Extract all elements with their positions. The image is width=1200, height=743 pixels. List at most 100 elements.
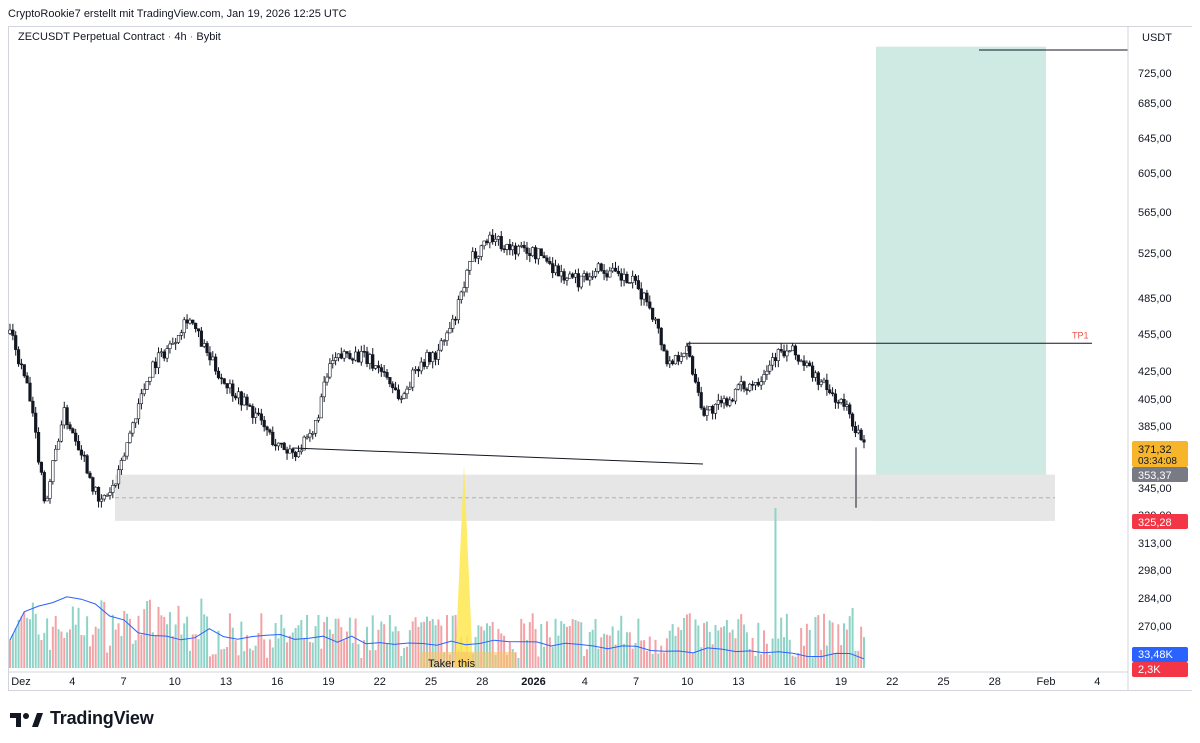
candle [716,393,720,410]
volume-bar [617,630,620,668]
volume-bar [388,615,391,668]
candle [288,444,292,454]
price-label-last: 371,32 [1138,444,1172,456]
candle-body [108,492,112,496]
candle-body [708,405,712,411]
candle [539,248,543,257]
candle-body [85,455,89,474]
candle [519,241,523,249]
candle-body [568,273,572,279]
volume-bar [134,640,137,668]
candle-body [408,386,412,390]
candle [219,373,223,385]
price-tick-label: 525,00 [1138,248,1172,260]
candle [402,391,406,400]
volume-bar [637,618,640,668]
candles [8,229,866,508]
candle-body [25,375,29,384]
volume-bar [166,624,169,668]
volume-bar [326,616,329,668]
volume-bar [420,622,423,668]
candle-body [291,448,295,453]
volume-bar [283,628,286,668]
candle-body [428,352,432,363]
volume-bar [120,635,123,668]
symbol-legend[interactable]: ZECUSDT Perpetual Contract · 4h · Bybit [16,31,223,43]
candle-body [331,360,335,365]
candle-body [613,267,618,272]
volume-bar [14,628,17,668]
volume-bar [217,630,220,668]
time-tick-label: 4 [1094,676,1100,688]
candle [613,261,618,272]
volume-bar [40,639,43,668]
volume-bar [86,616,89,668]
volume-bar [360,657,363,668]
candle-body [159,351,163,354]
candle-body [699,392,703,409]
volume-bar [214,654,217,668]
candle [836,399,840,409]
candle-body [796,354,800,362]
candle-body [696,381,700,393]
tradingview-brand[interactable]: TradingView [10,708,154,729]
candle-body [636,280,640,290]
candle [399,395,403,404]
volume-bar [654,639,657,668]
candle [393,381,398,391]
candle [176,335,181,344]
candle-body [191,319,195,324]
volume-bar [588,632,591,668]
candle [294,450,298,462]
price-axis-unit: USDT [1142,32,1172,44]
volume-bar [677,627,680,668]
candle-body [425,352,429,367]
volume-bar [191,634,194,668]
candle-body [759,381,763,386]
volume-bar [611,626,614,668]
candle [119,457,123,475]
candle [396,384,401,401]
candle-body [393,387,398,391]
candle [408,381,412,391]
candle-body [488,234,492,244]
candle [759,376,763,390]
candle-body [648,301,652,309]
candle [636,275,640,291]
candle [616,265,620,277]
candle [488,231,492,249]
candle-body [262,419,266,428]
candle-body [862,439,866,443]
candle [411,367,415,392]
volume-bar [374,650,377,668]
volume-bar [183,623,186,668]
candle-body [111,485,115,493]
candle [802,355,806,371]
candle-body [842,398,846,407]
volume-bar [97,628,100,668]
volume-bar [845,629,848,668]
candle-body [676,355,680,362]
legend-separator: · [189,31,197,43]
volume-bar [43,632,46,668]
candle [748,382,752,393]
candle [168,340,172,354]
volume-bar [354,618,357,668]
candle [194,322,198,333]
volume-bar [705,621,708,668]
candle [171,337,175,345]
volume-bar [631,648,634,668]
candle [496,235,501,246]
candle [753,382,758,391]
candle [448,321,452,334]
candle [528,247,532,263]
volume-bar [600,637,603,668]
candle-body [154,361,158,369]
volume-bar [485,623,488,668]
candle-body [776,349,780,362]
price-tick-label: 565,00 [1138,207,1172,219]
support-trendline [292,447,704,465]
candle-body [274,444,278,447]
volume-bar [780,617,783,668]
